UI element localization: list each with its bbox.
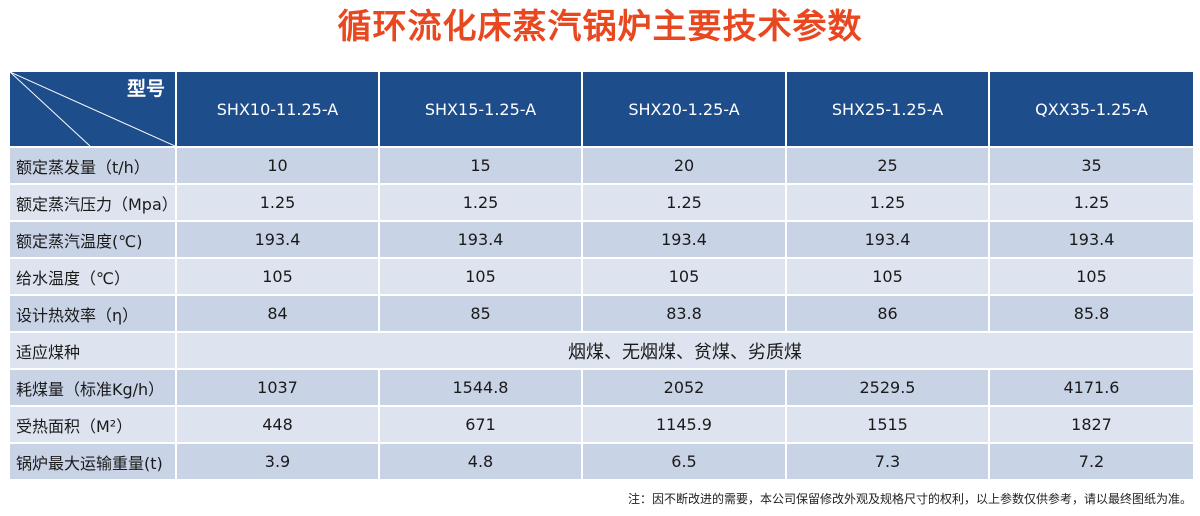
table-cell: 1.25 (990, 185, 1195, 222)
table-cell: 2529.5 (787, 370, 990, 407)
table-cell: 15 (380, 148, 583, 185)
table-cell: 1145.9 (583, 407, 787, 444)
table-cell: 1037 (177, 370, 380, 407)
table-cell: 6.5 (583, 444, 787, 481)
table-row: 额定蒸发量（t/h） 10 15 20 25 35 (10, 148, 1195, 185)
table-cell: 35 (990, 148, 1195, 185)
model-header: SHX25-1.25-A (787, 72, 990, 148)
table-cell: 20 (583, 148, 787, 185)
table-row: 设计热效率（η） 84 85 83.8 86 85.8 (10, 296, 1195, 333)
table-cell: 1515 (787, 407, 990, 444)
table-cell: 25 (787, 148, 990, 185)
table-cell: 4171.6 (990, 370, 1195, 407)
table-cell: 105 (990, 259, 1195, 296)
table-cell: 85.8 (990, 296, 1195, 333)
table-cell: 105 (380, 259, 583, 296)
table-cell: 10 (177, 148, 380, 185)
table-cell: 84 (177, 296, 380, 333)
table-row: 给水温度（℃） 105 105 105 105 105 (10, 259, 1195, 296)
table-cell: 105 (787, 259, 990, 296)
model-header: SHX10-11.25-A (177, 72, 380, 148)
table-cell: 86 (787, 296, 990, 333)
table-cell: 1827 (990, 407, 1195, 444)
table-cell: 1.25 (177, 185, 380, 222)
model-header: SHX15-1.25-A (380, 72, 583, 148)
footnote: 注：因不断改进的需要，本公司保留修改外观及规格尺寸的权利，以上参数仅供参考，请以… (627, 492, 1192, 506)
table-cell: 7.2 (990, 444, 1195, 481)
table-cell: 4.8 (380, 444, 583, 481)
table-cell: 2052 (583, 370, 787, 407)
table-row: 适应煤种 烟煤、无烟煤、贫煤、劣质煤 (10, 333, 1195, 370)
table-cell: 1544.8 (380, 370, 583, 407)
table-row: 额定蒸汽温度(℃) 193.4 193.4 193.4 193.4 193.4 (10, 222, 1195, 259)
row-label: 耗煤量（标准Kg/h） (10, 370, 177, 407)
row-label: 适应煤种 (10, 333, 177, 370)
table-row: 受热面积（M²） 448 671 1145.9 1515 1827 (10, 407, 1195, 444)
table-cell: 7.3 (787, 444, 990, 481)
table-cell: 1.25 (583, 185, 787, 222)
table-cell: 193.4 (787, 222, 990, 259)
row-label: 锅炉最大运输重量(t) (10, 444, 177, 481)
table-row: 额定蒸汽压力（Mpa） 1.25 1.25 1.25 1.25 1.25 (10, 185, 1195, 222)
row-label: 受热面积（M²） (10, 407, 177, 444)
model-header: SHX20-1.25-A (583, 72, 787, 148)
table-cell: 105 (177, 259, 380, 296)
table-header-row: 型号 SHX10-11.25-A SHX15-1.25-A SHX20-1.25… (10, 72, 1195, 148)
row-label: 给水温度（℃） (10, 259, 177, 296)
table-cell: 105 (583, 259, 787, 296)
coal-types-cell: 烟煤、无烟煤、贫煤、劣质煤 (177, 333, 1195, 370)
row-label: 额定蒸发量（t/h） (10, 148, 177, 185)
table-cell: 85 (380, 296, 583, 333)
table-cell: 671 (380, 407, 583, 444)
row-label: 设计热效率（η） (10, 296, 177, 333)
diagonal-lines-icon (10, 72, 175, 146)
table-cell: 83.8 (583, 296, 787, 333)
row-label: 额定蒸汽压力（Mpa） (10, 185, 178, 222)
page-title: 循环流化床蒸汽锅炉主要技术参数 (337, 7, 863, 47)
table-cell: 193.4 (990, 222, 1195, 259)
table-cell: 1.25 (787, 185, 990, 222)
table-row: 锅炉最大运输重量(t) 3.9 4.8 6.5 7.3 7.2 (10, 444, 1195, 481)
parameters-table: 型号 SHX10-11.25-A SHX15-1.25-A SHX20-1.25… (10, 72, 1195, 481)
corner-header-cell: 型号 (10, 72, 177, 148)
model-corner-label: 型号 (126, 78, 165, 100)
table-cell: 1.25 (380, 185, 583, 222)
table-cell: 193.4 (380, 222, 583, 259)
model-header: QXX35-1.25-A (990, 72, 1195, 148)
table-cell: 193.4 (583, 222, 787, 259)
table-cell: 193.4 (177, 222, 380, 259)
table-cell: 3.9 (177, 444, 380, 481)
table-cell: 448 (177, 407, 380, 444)
table-row: 耗煤量（标准Kg/h） 1037 1544.8 2052 2529.5 4171… (10, 370, 1195, 407)
row-label: 额定蒸汽温度(℃) (10, 222, 177, 259)
